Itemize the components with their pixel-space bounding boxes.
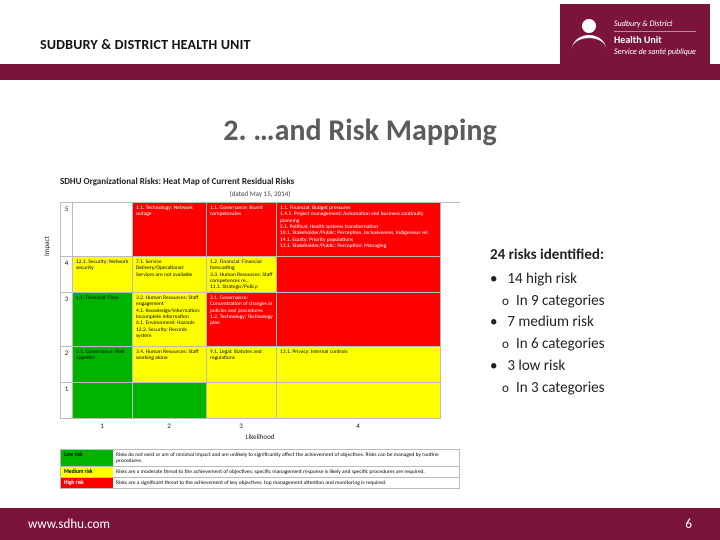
legend-desc: Risks are a significant threat to the ac…: [113, 477, 459, 488]
y-tick: 4: [61, 257, 73, 293]
legend-desc: Risks are a moderate threat to the achie…: [113, 466, 459, 477]
person-arc-icon: [570, 19, 608, 57]
heatmap-cell: [73, 383, 133, 419]
heatmap-cell: 1.1. Governance: Board competencies: [207, 203, 277, 257]
logo-line3: Service de santé publique: [614, 47, 696, 57]
footer-url: www.sdhu.com: [28, 517, 110, 532]
heatmap-cell: 3.4. Human Resources: Staff working alon…: [133, 347, 207, 383]
heatmap-cell: 3.2. Human Resources: Staff engagement 4…: [133, 293, 207, 347]
heatmap-cell: [73, 203, 133, 257]
heatmap-cell: [133, 383, 207, 419]
heatmap-cell: 2.1. Governance: Risk appetite: [73, 347, 133, 383]
heatmap-cell: 7.1. Service Delivery/Operational: Servi…: [133, 257, 207, 293]
heatmap-cell: 9.1. Legal: Statutes and regulations: [207, 347, 277, 383]
summary-item: 3 low risk: [490, 356, 700, 378]
x-tick: 4: [276, 419, 440, 430]
footer: www.sdhu.com 6: [0, 508, 720, 540]
page-number: 6: [685, 517, 692, 532]
summary-subitem: In 3 categories: [490, 378, 700, 400]
summary-subitem: In 6 categories: [490, 334, 700, 356]
y-axis-label: Impact: [42, 236, 51, 256]
heatmap-cell: [277, 293, 441, 347]
x-axis-ticks: 1234: [60, 419, 460, 430]
logo-line1: Sudbury & District: [614, 19, 696, 32]
logo-line2: Health Unit: [614, 33, 696, 46]
summary-list: 14 high riskIn 9 categories 7 medium ris…: [490, 269, 700, 400]
heatmap-cell: 1.1. Financial: Flow: [73, 293, 133, 347]
heatmap-cell: 1.1. Technology: Network outage: [133, 203, 207, 257]
legend-label: Low risk: [61, 450, 113, 466]
legend-label: Medium risk: [61, 466, 113, 477]
slide: SUDBURY & DISTRICT HEALTH UNIT Sudbury &…: [0, 0, 720, 540]
y-tick: 1: [61, 383, 73, 419]
heatmap: SDHU Organizational Risks: Heat Map of C…: [60, 176, 460, 489]
y-tick: 5: [61, 203, 73, 257]
heatmap-cell: 1.2. Financial: Financial forecasting 3.…: [207, 257, 277, 293]
heatmap-cell: 12.1. Security: Network security: [73, 257, 133, 293]
brand-logo: Sudbury & District Health Unit Service d…: [560, 4, 710, 72]
summary-item: 7 medium risk: [490, 312, 700, 334]
heatmap-grid: 5 1.1. Technology: Network outage1.1. Gov…: [60, 202, 460, 419]
x-axis-label: Likelihood: [60, 432, 460, 441]
heatmap-cell: [207, 383, 277, 419]
risk-summary: 24 risks identified: 14 high riskIn 9 ca…: [490, 245, 700, 399]
heatmap-legend: Low riskRisks do not exist or are of min…: [60, 449, 460, 489]
heatmap-title: SDHU Organizational Risks: Heat Map of C…: [60, 176, 460, 187]
y-tick: 3: [61, 293, 73, 347]
x-tick: 3: [206, 419, 276, 430]
heatmap-cell: [277, 257, 441, 293]
legend-desc: Risks do not exist or are of minimal imp…: [113, 450, 459, 466]
summary-item: 14 high risk: [490, 269, 700, 291]
y-tick: 2: [61, 347, 73, 383]
heatmap-cell: 13.1. Privacy: Internal controls: [277, 347, 441, 383]
logo-text: Sudbury & District Health Unit Service d…: [614, 19, 696, 57]
heatmap-cell: 1.1. Financial: Budget pressures 1.4.1. …: [277, 203, 441, 257]
org-title: SUDBURY & DISTRICT HEALTH UNIT: [40, 36, 251, 53]
heatmap-subtitle: (dated May 15, 2014): [60, 189, 460, 198]
heatmap-cell: [277, 383, 441, 419]
summary-subitem: In 9 categories: [490, 291, 700, 313]
x-tick: 1: [72, 419, 132, 430]
heatmap-cell: 3.1. Governance: Concentration of change…: [207, 293, 277, 347]
legend-label: High risk: [61, 477, 113, 488]
x-tick: 2: [132, 419, 206, 430]
page-title: 2. …and Risk Mapping: [0, 112, 720, 149]
summary-head: 24 risks identified:: [490, 245, 700, 267]
header-strip: SUDBURY & DISTRICT HEALTH UNIT Sudbury &…: [0, 0, 720, 80]
